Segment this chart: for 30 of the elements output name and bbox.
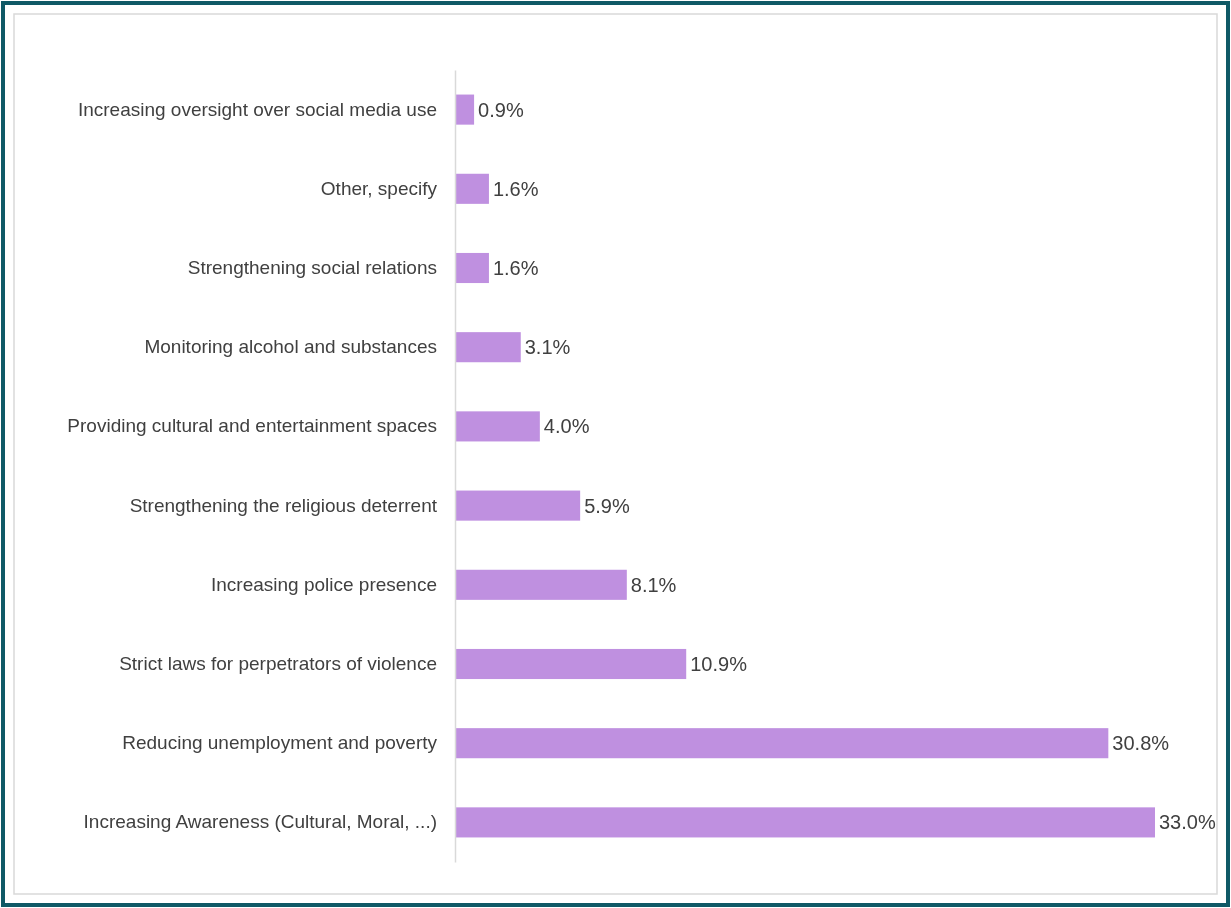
bar (455, 411, 540, 442)
data-label: 10.9% (690, 653, 748, 675)
bar (455, 332, 521, 363)
bar (455, 807, 1155, 838)
y-tick-label: Increasing police presence (210, 573, 437, 595)
y-tick-label: Increasing oversight over social media use (77, 98, 437, 120)
bar (455, 94, 475, 125)
y-tick-label: Strengthening social relations (187, 257, 437, 279)
data-label: 1.6% (492, 177, 539, 200)
y-tick-label: Other, specify (320, 177, 438, 199)
bar (455, 569, 627, 600)
y-tick-label: Monitoring alcohol and substances (144, 336, 437, 358)
y-tick-label: Increasing Awareness (Cultural, Moral, ...) (83, 811, 437, 833)
data-label: 3.1% (524, 336, 571, 359)
data-label: 1.6% (492, 257, 539, 279)
data-label: 0.9% (478, 98, 524, 121)
y-tick-label: Providing cultural and entertainment spaces (67, 415, 437, 437)
bar (455, 252, 489, 284)
data-label: 5.9% (584, 494, 630, 517)
data-label: 33.0% (1159, 811, 1216, 834)
data-label: 4.0% (543, 415, 590, 438)
bar (455, 173, 489, 204)
data-label: 30.8% (1112, 732, 1170, 755)
bar (455, 728, 1109, 759)
bar (455, 490, 581, 521)
y-tick-label: Strict laws for perpetrators of violence (119, 653, 437, 675)
bar (455, 648, 687, 680)
data-label: 8.1% (630, 573, 677, 596)
y-tick-label: Strengthening the religious deterrent (129, 494, 438, 516)
y-tick-label: Reducing unemployment and poverty (122, 732, 438, 754)
